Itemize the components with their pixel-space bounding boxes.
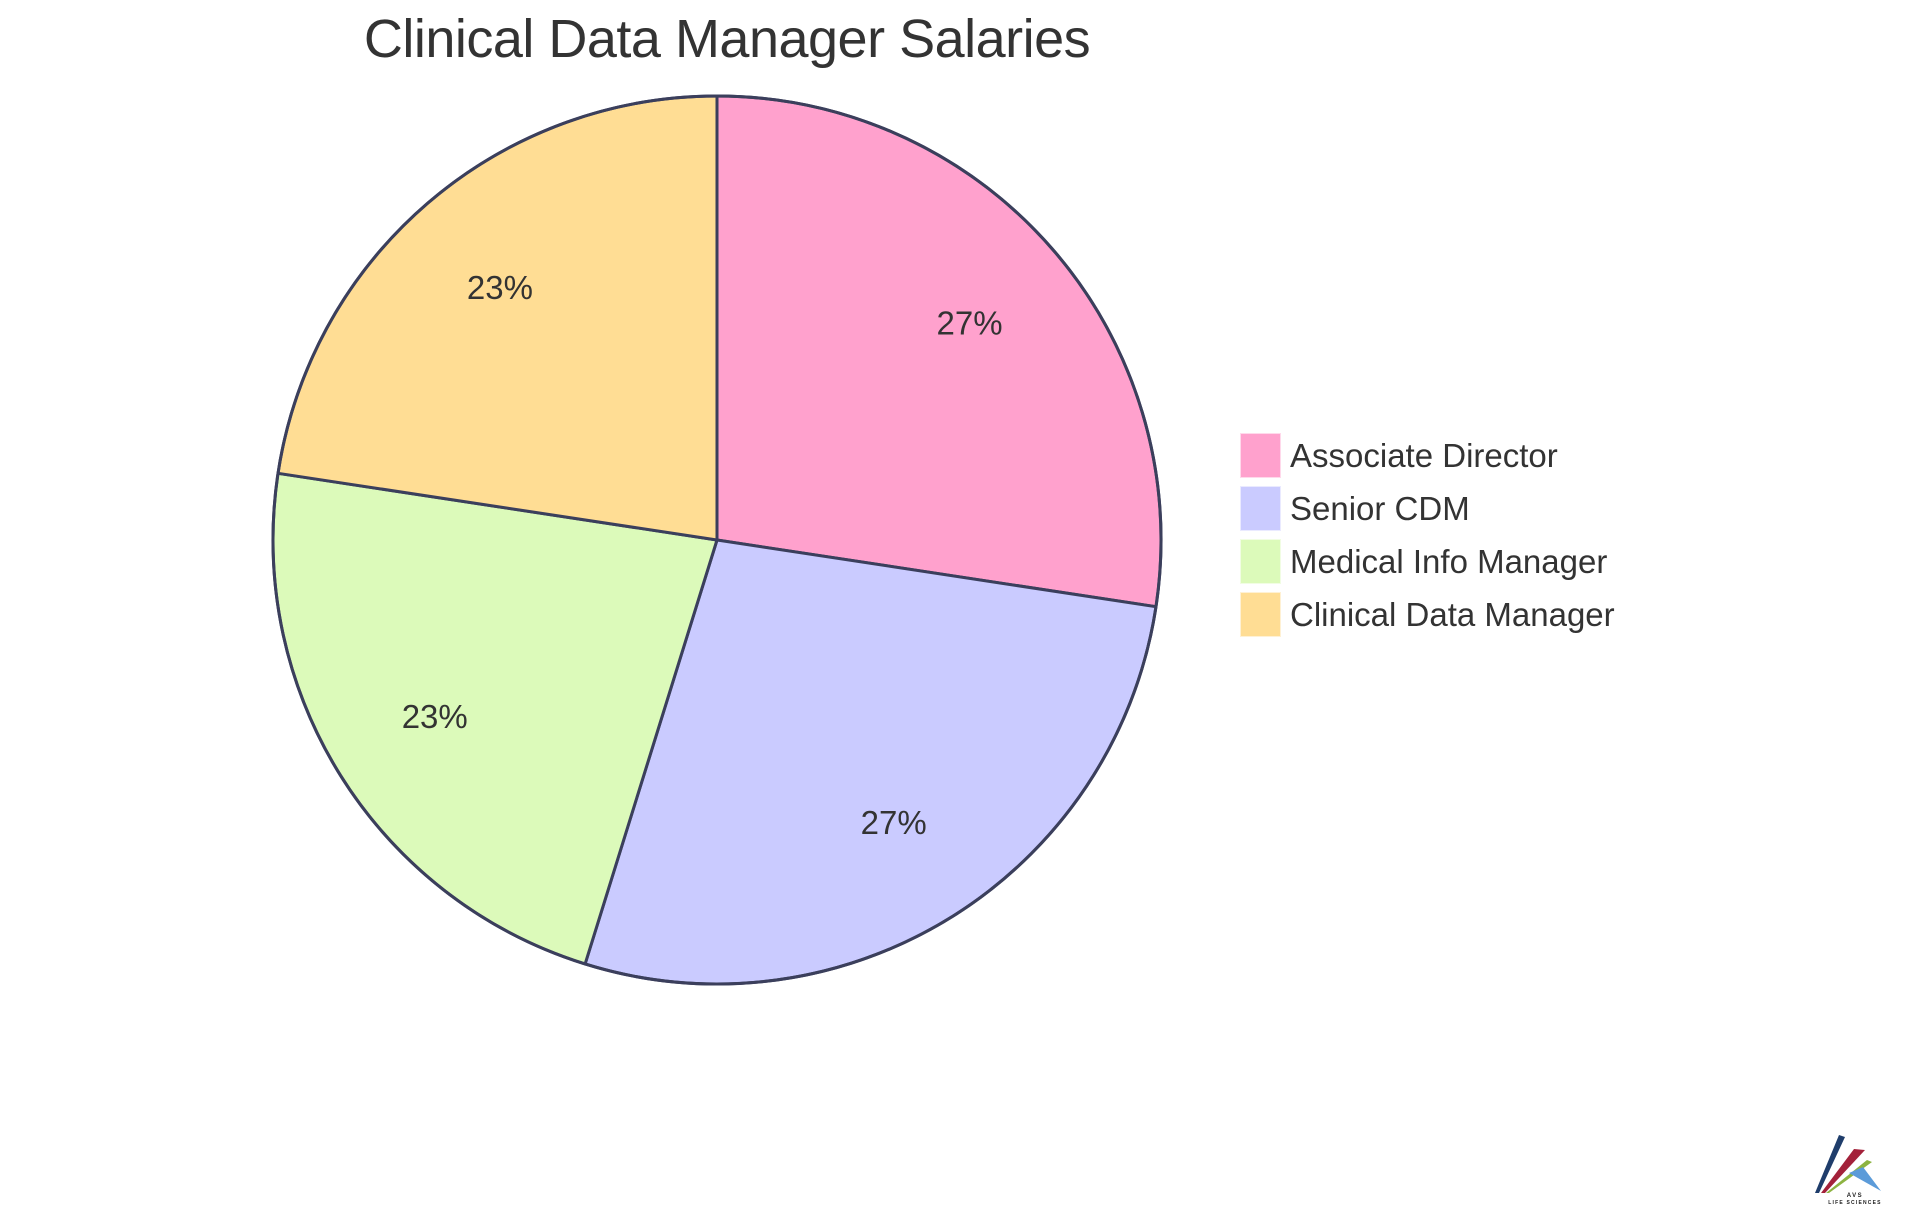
legend-item-medical-info-manager[interactable]: Medical Info Manager: [1240, 539, 1615, 584]
slice-associate-director[interactable]: [715, 94, 1163, 609]
slice-percent-label: 27%: [861, 804, 927, 841]
avs-life-sciences-logo: AVS LIFE SCIENCES: [1815, 1135, 1895, 1206]
slice-clinical-data-manager[interactable]: [276, 94, 719, 542]
logo-mark-icon: [1815, 1135, 1881, 1193]
legend-item-associate-director[interactable]: Associate Director: [1240, 433, 1615, 478]
logo-name: AVS: [1846, 1193, 1864, 1199]
logo-subtitle: LIFE SCIENCES: [1828, 1200, 1882, 1206]
legend-swatch: [1240, 433, 1281, 478]
legend-swatch: [1240, 539, 1281, 584]
chart-title: Clinical Data Manager Salaries: [363, 9, 1091, 69]
slice-percent-label: 27%: [937, 304, 1003, 341]
legend-label: Associate Director: [1290, 436, 1558, 474]
legend-item-clinical-data-manager[interactable]: Clinical Data Manager: [1240, 592, 1615, 637]
pie-outline: [271, 94, 1163, 986]
pie-slices: [271, 94, 1163, 986]
legend-label: Clinical Data Manager: [1290, 595, 1615, 633]
legend-label: Senior CDM: [1290, 489, 1470, 527]
slice-percent-label: 23%: [402, 698, 468, 735]
legend-swatch: [1240, 486, 1281, 531]
legend: Associate Director Senior CDM Medical In…: [1240, 433, 1615, 645]
legend-label: Medical Info Manager: [1290, 542, 1608, 580]
slice-percent-label: 23%: [467, 269, 533, 306]
legend-item-senior-cdm[interactable]: Senior CDM: [1240, 486, 1615, 531]
legend-swatch: [1240, 592, 1281, 637]
pie-labels: 27% 27% 23% 23%: [402, 269, 1003, 841]
